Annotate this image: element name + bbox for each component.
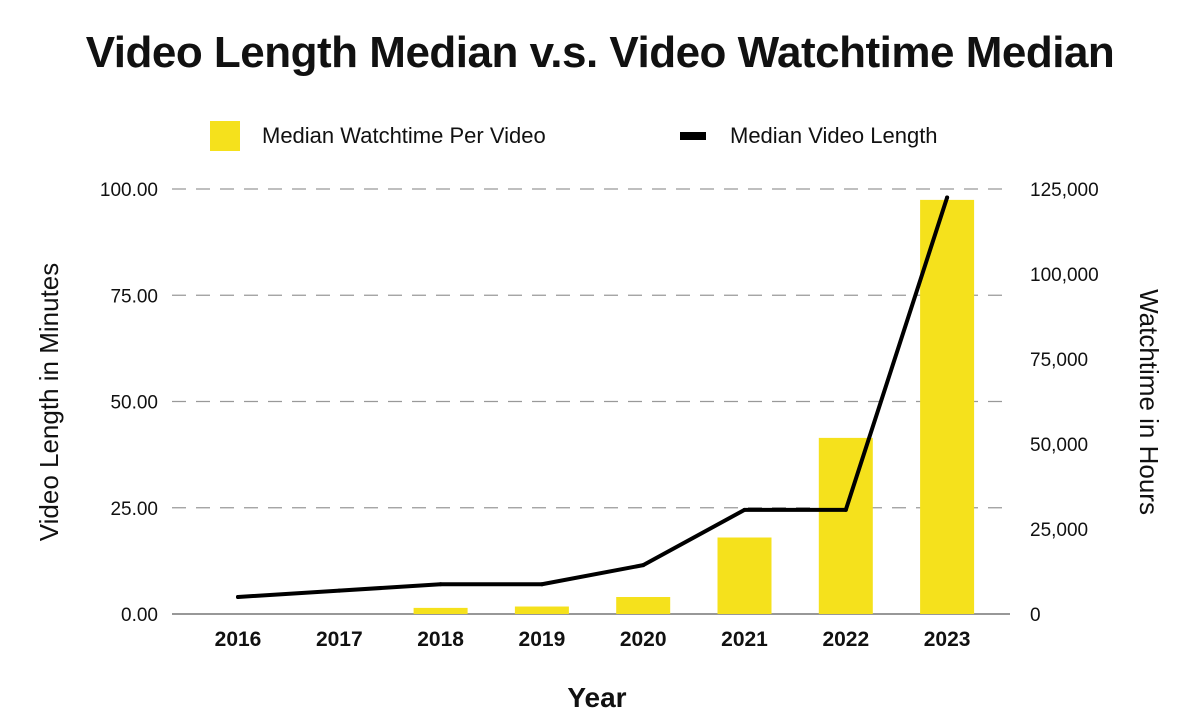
bar-watchtime-2023 (920, 199, 975, 614)
legend-label-watchtime: Median Watchtime Per Video (262, 123, 546, 148)
x-tick-label: 2023 (924, 628, 971, 651)
point-video-length-2022 (843, 507, 848, 512)
chart-title: Video Length Median v.s. Video Watchtime… (85, 28, 1115, 77)
line-series (236, 195, 950, 599)
y-left-tick-label: 0.00 (121, 605, 158, 626)
y-left-tick-label: 25.00 (110, 499, 158, 520)
bar-watchtime-2021 (717, 537, 772, 614)
y-right-tick-label: 100,000 (1030, 265, 1099, 286)
grid-lines (172, 188, 1010, 615)
legend-swatch-video-length (680, 132, 706, 140)
x-tick-label: 2022 (822, 628, 869, 651)
x-tick-label: 2021 (721, 628, 768, 651)
bar-watchtime-2020 (616, 597, 671, 614)
point-video-length-2023 (945, 195, 950, 200)
point-video-length-2021 (742, 507, 747, 512)
y-right-tick-label: 75,000 (1030, 350, 1088, 371)
legend-item-watchtime: Median Watchtime Per Video (210, 118, 546, 154)
y-left-tick-label: 75.00 (110, 286, 158, 307)
bar-watchtime-2019 (514, 606, 569, 614)
bar-series (413, 199, 975, 614)
y-axis-right-title: Watchtime in Hours (1134, 289, 1164, 515)
x-tick-label: 2016 (215, 628, 262, 651)
point-video-length-2017 (337, 588, 342, 593)
y-right-tick-label: 125,000 (1030, 180, 1099, 201)
y-axis-left-title: Video Length in Minutes (34, 263, 64, 542)
x-axis-title: Year (567, 682, 626, 713)
legend-label-video-length: Median Video Length (730, 123, 938, 148)
point-video-length-2018 (438, 582, 443, 587)
y-right-tick-label: 50,000 (1030, 435, 1088, 456)
x-tick-label: 2018 (417, 628, 464, 651)
bar-watchtime-2018 (413, 607, 468, 614)
point-video-length-2016 (236, 595, 240, 599)
legend-item-video-length: Median Video Length (680, 118, 938, 154)
legend-swatch-watchtime (210, 121, 240, 151)
point-video-length-2019 (539, 582, 544, 587)
point-video-length-2020 (641, 563, 646, 568)
line-video-length (236, 195, 950, 599)
y-left-tick-label: 50.00 (110, 393, 158, 414)
y-right-tick-label: 25,000 (1030, 520, 1088, 541)
x-tick-label: 2019 (519, 628, 566, 651)
x-tick-label: 2020 (620, 628, 667, 651)
bar-watchtime-2022 (818, 437, 873, 614)
x-tick-label: 2017 (316, 628, 363, 651)
y-left-tick-label: 100.00 (100, 180, 158, 201)
y-right-tick-label: 0 (1030, 605, 1041, 626)
axis-ticks: 0.00 25.00 50.00 75.00 100.00 0 25,000 50,000 75… (100, 180, 1099, 651)
